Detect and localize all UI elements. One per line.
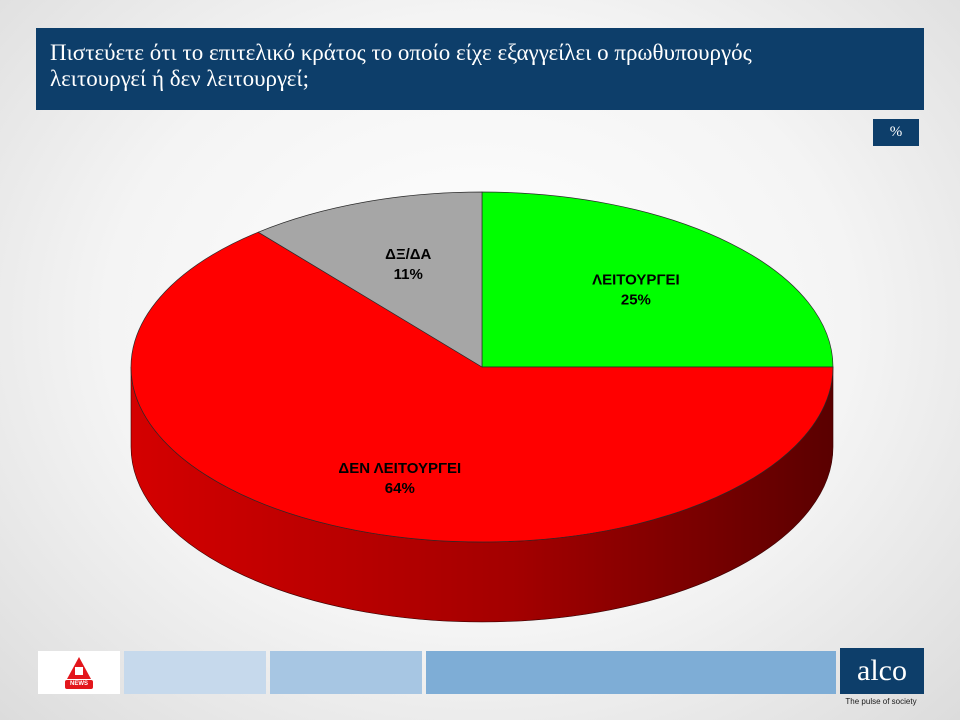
- alpha-news-logo: NEWS: [38, 651, 120, 694]
- slice-label-δεν-λειτουργει: ΔΕΝ ΛΕΙΤΟΥΡΓΕΙ: [338, 460, 461, 477]
- alpha-news-label: NEWS: [65, 679, 93, 689]
- footer-bar-light: [124, 651, 266, 694]
- slice-label-λειτουργει: ΛΕΙΤΟΥΡΓΕΙ: [592, 271, 680, 288]
- unit-badge: %: [873, 119, 919, 146]
- pie-slice-δξ-δα: [257, 191, 483, 368]
- pie-slice-λειτουργει: [481, 191, 834, 368]
- slice-value-δξ-δα: 11%: [394, 266, 423, 283]
- slice-value-λειτουργει: 25%: [621, 291, 651, 308]
- pie-slice-δεν-λειτουργει: [130, 231, 834, 543]
- footer-bar-dark: [426, 651, 836, 694]
- alco-logo: alco: [840, 648, 924, 694]
- slice-label-δξ-δα: ΔΞ/ΔΑ: [385, 246, 431, 263]
- question-title-line2: λειτουργεί ή δεν λειτουργεί;: [50, 66, 310, 91]
- question-title-line1: Πιστεύετε ότι το επιτελικό κράτος το οπο…: [50, 40, 752, 65]
- alco-tagline: The pulse of society: [845, 697, 917, 706]
- slice-value-δεν-λειτουργει: 64%: [385, 480, 415, 497]
- header-banner: Πιστεύετε ότι το επιτελικό κράτος το οπο…: [36, 28, 924, 110]
- alpha-icon: NEWS: [64, 655, 94, 691]
- footer-bar-mid: [270, 651, 422, 694]
